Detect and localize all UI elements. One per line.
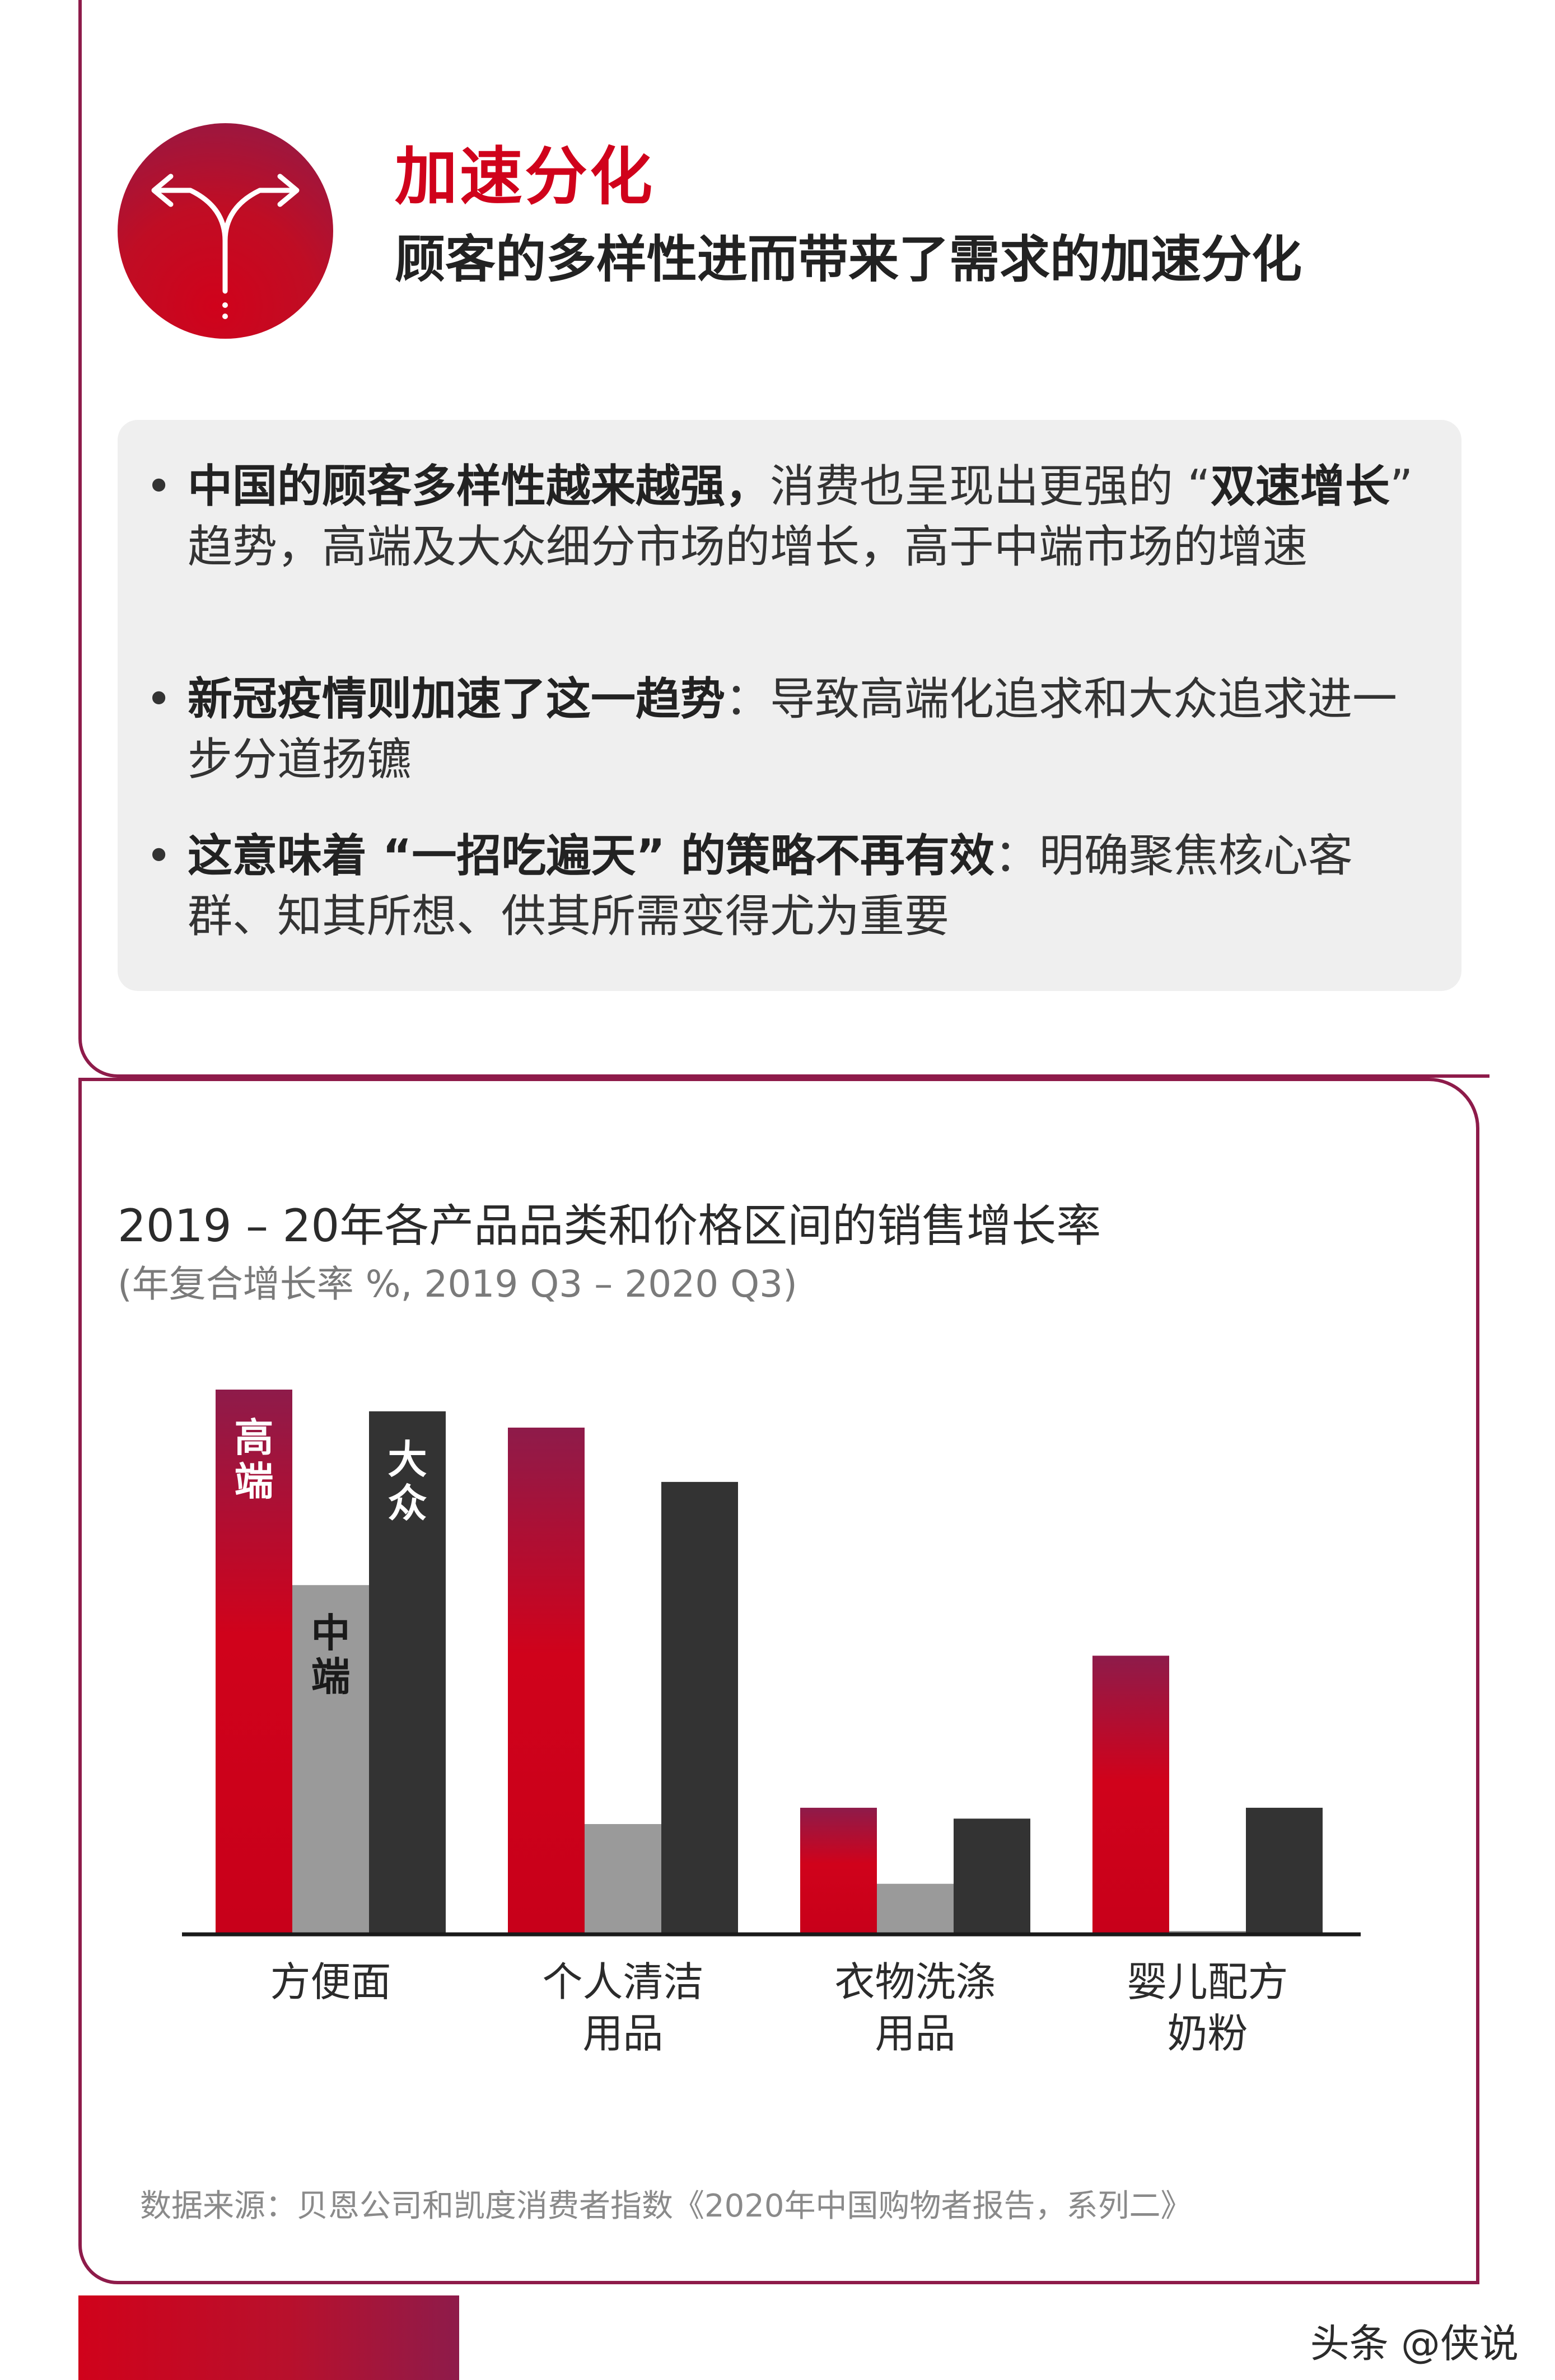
category-label: 衣物洗涤 [834, 1958, 996, 2005]
series-label-大众: 大 [388, 1437, 427, 1483]
category-label: 婴儿配方 [1127, 1958, 1288, 2005]
series-label-高端: 高 [235, 1415, 274, 1461]
bar-大众-3 [1246, 1807, 1323, 1933]
chart-subtitle: (年复合增长率 %, 2019 Q3 – 2020 Q3) [118, 1263, 797, 1306]
source-note: 数据来源：贝恩公司和凯度消费者指数《2020年中国购物者报告，系列二》 [140, 2188, 1192, 2224]
bullet-item: • 这意味着 “一招吃遍天” 的策略不再有效：明确聚焦核心客群、知其所想、供其所… [146, 826, 1436, 947]
bar-大众-2 [954, 1818, 1030, 1933]
bar-中端-0 [292, 1585, 369, 1933]
bullet-text: ：导致高端化追求和大众追求进一步分道扬镳 [188, 673, 1397, 785]
bullet-box: • 中国的顾客多样性越来越强，消费也呈现出更强的 “双速增长” 趋势，高端及大众… [118, 420, 1461, 991]
section-title: 加速分化 [395, 141, 655, 213]
split-arrows-icon [118, 123, 333, 339]
bullet-text: ：明确聚焦核心客群、知其所想、供其所需变得尤为重要 [188, 830, 1353, 942]
bar-中端-2 [877, 1883, 954, 1933]
bar-高端-3 [1092, 1656, 1169, 1933]
bullet-bold: 中国的顾客多样性越来越强， [188, 460, 770, 512]
chart-section-frame [78, 1078, 1479, 2284]
category-label: 用品 [582, 2010, 663, 2057]
section-subtitle: 顾客的多样性进而带来了需求的加速分化 [395, 230, 1302, 289]
bar-大众-1 [661, 1481, 738, 1933]
series-label-高端: 端 [235, 1458, 274, 1504]
category-label: 奶粉 [1167, 2010, 1248, 2057]
series-label-中端: 中 [311, 1610, 351, 1656]
top-section-frame [78, 0, 1489, 1078]
bullet-text: 消费也呈现出更强的 “ [770, 460, 1211, 512]
bar-高端-1 [508, 1427, 585, 1933]
bar-高端-2 [800, 1807, 877, 1933]
bullet-item: • 新冠疫情则加速了这一趋势：导致高端化追求和大众追求进一步分道扬镳 [146, 669, 1436, 790]
bar-高端-0 [216, 1390, 292, 1933]
category-label: 个人清洁 [542, 1958, 703, 2005]
bar-大众-0 [369, 1411, 446, 1933]
bullet-item: • 中国的顾客多样性越来越强，消费也呈现出更强的 “双速增长” 趋势，高端及大众… [146, 456, 1436, 577]
watermark-text: 头条 @侠说 [1310, 2321, 1519, 2367]
series-label-大众: 众 [388, 1480, 427, 1526]
category-label: 用品 [875, 2010, 955, 2057]
series-label-中端: 端 [311, 1654, 351, 1700]
bullet-bold: 双速增长 [1210, 460, 1390, 512]
bullet-dot: • [146, 830, 172, 882]
bullet-dot: • [146, 673, 172, 725]
chart-title: 2019 – 20年各产品品类和价格区间的销售增长率 [118, 1200, 1101, 1252]
bar-中端-1 [585, 1824, 661, 1933]
bullet-bold: 新冠疫情则加速了这一趋势 [188, 673, 725, 725]
bar-中端-3 [1169, 1931, 1246, 1933]
category-label: 方便面 [270, 1958, 391, 2005]
bullet-text: ” 趋势，高端及大众细分市场的增长，高于中端市场的增速 [188, 460, 1413, 573]
bullet-bold: 这意味着 “一招吃遍天” 的策略不再有效 [188, 830, 994, 882]
footer-accent-bar [78, 2295, 459, 2380]
bullet-dot: • [146, 460, 172, 512]
